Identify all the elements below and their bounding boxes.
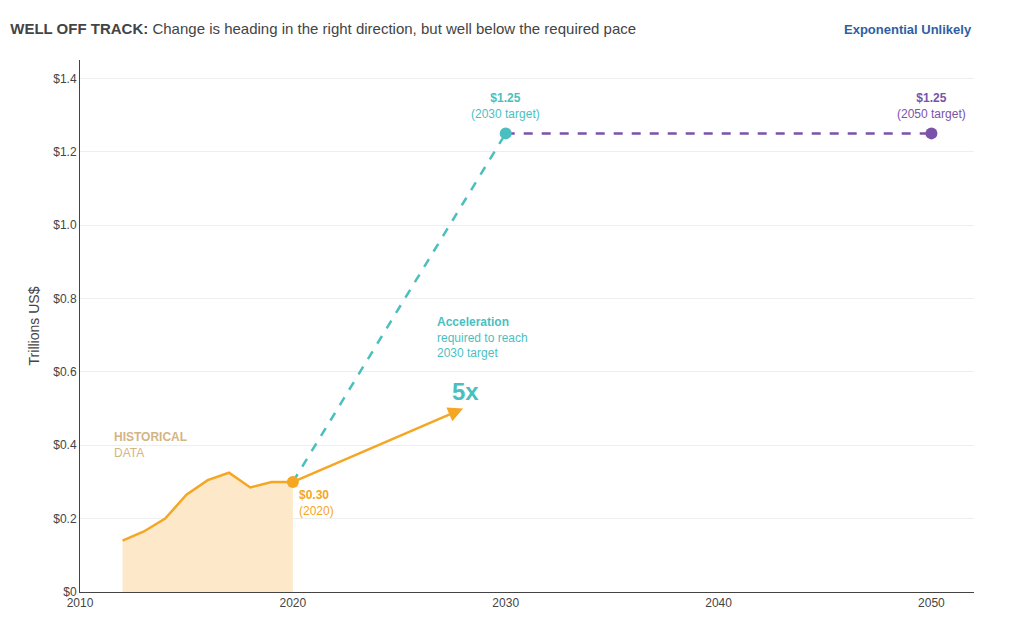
svg-text:$0.30(2020): $0.30(2020) <box>299 488 334 518</box>
svg-text:$0.8: $0.8 <box>53 292 77 306</box>
svg-text:$0.4: $0.4 <box>53 438 77 452</box>
svg-text:Trillions US$: Trillions US$ <box>26 286 42 365</box>
svg-text:HISTORICALDATA: HISTORICALDATA <box>114 430 187 460</box>
svg-text:$0.2: $0.2 <box>53 512 77 526</box>
svg-text:$1.25(2030 target): $1.25(2030 target) <box>471 91 540 121</box>
svg-text:$1.0: $1.0 <box>53 218 77 232</box>
svg-text:$0.6: $0.6 <box>53 365 77 379</box>
svg-text:2030: 2030 <box>492 596 519 610</box>
svg-text:$1.2: $1.2 <box>53 145 77 159</box>
svg-text:WELL OFF TRACK: Change is head: WELL OFF TRACK: Change is heading in the… <box>10 20 636 37</box>
svg-text:$0: $0 <box>63 585 77 599</box>
svg-text:Exponential Unlikely: Exponential Unlikely <box>844 22 972 37</box>
svg-text:$1.25(2050 target): $1.25(2050 target) <box>897 91 966 121</box>
svg-text:2040: 2040 <box>705 596 732 610</box>
svg-text:2020: 2020 <box>280 596 307 610</box>
svg-text:Accelerationrequired to reach2: Accelerationrequired to reach2030 target <box>437 315 528 360</box>
svg-text:$1.4: $1.4 <box>53 72 77 86</box>
svg-text:5x: 5x <box>452 378 479 405</box>
svg-text:2010: 2010 <box>67 596 94 610</box>
svg-text:2050: 2050 <box>918 596 945 610</box>
